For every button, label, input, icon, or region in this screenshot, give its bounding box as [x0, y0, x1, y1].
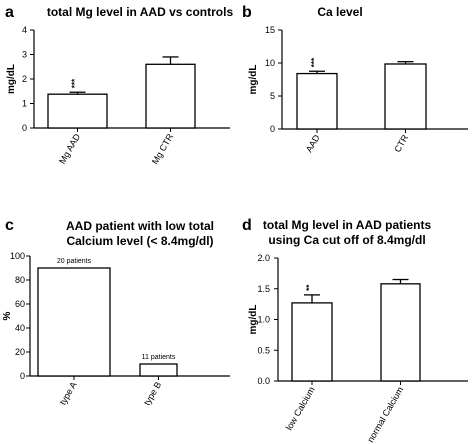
- panel-letter: d: [242, 217, 252, 234]
- panel-title: AAD patient with low total Calcium level …: [66, 219, 214, 248]
- x-tick-label: Mg CTR: [150, 132, 176, 166]
- panel-title: Ca level: [317, 5, 362, 19]
- y-tick-label: 0: [22, 123, 27, 133]
- x-tick-label: type B: [142, 380, 163, 407]
- panel-a: a total Mg level in AAD vs controls 0 1 2 3 4 m…: [5, 4, 233, 166]
- y-tick-label: 1.5: [257, 284, 270, 294]
- y-tick-label: 80: [15, 275, 25, 285]
- y-tick-label: 2: [22, 74, 27, 84]
- x-tick-label: Mg AAD: [57, 132, 82, 166]
- panel-c: c AAD patient with low total Calcium level…: [2, 217, 230, 407]
- bar: [296, 72, 338, 130]
- panel-letter: b: [242, 4, 252, 21]
- y-axis-label: %: [2, 311, 13, 320]
- y-tick-label: 20: [15, 347, 25, 357]
- significance-marker: ***: [310, 57, 319, 67]
- y-tick-label: 100: [10, 251, 25, 261]
- y-tick-label: 0.5: [257, 345, 270, 355]
- y-tick-label: 2.0: [257, 253, 270, 263]
- y-tick-label: 40: [15, 323, 25, 333]
- bar: [139, 363, 178, 377]
- significance-marker: ***: [71, 78, 80, 88]
- y-tick-label: 15: [265, 25, 275, 35]
- bar: [380, 283, 421, 382]
- panel-b: b Ca level 0 5 10 15 mg/dL *** AAD CTR: [242, 4, 468, 154]
- y-tick-label: 0: [270, 124, 275, 134]
- x-tick-label: AAD: [304, 133, 322, 154]
- significance-marker: **: [305, 284, 314, 291]
- y-tick-label: 1.0: [257, 315, 270, 325]
- y-tick-label: 10: [265, 58, 275, 68]
- y-axis-label: mg/dL: [248, 65, 259, 95]
- bar: [37, 267, 111, 377]
- y-axis-label: mg/dL: [6, 64, 17, 94]
- data-label: 11 patients: [142, 354, 176, 361]
- x-tick-label: normal Calcium: [365, 385, 405, 444]
- y-tick-label: 0.0: [257, 376, 270, 386]
- y-tick-label: 0: [20, 371, 25, 381]
- x-tick-label: type A: [58, 380, 79, 407]
- y-tick-label: 1: [22, 99, 27, 109]
- y-tick-label: 60: [15, 299, 25, 309]
- bar: [291, 302, 333, 382]
- y-tick-label: 4: [22, 25, 27, 35]
- panel-letter: a: [5, 4, 14, 21]
- panel-d: d total Mg level in AAD patients using Ca …: [242, 217, 468, 444]
- panel-title: total Mg level in AAD patients using Ca c…: [263, 218, 432, 247]
- bar: [145, 63, 196, 129]
- y-tick-label: 5: [270, 91, 275, 101]
- y-tick-label: 3: [22, 50, 27, 60]
- x-tick-label: low Calcium: [284, 385, 317, 432]
- y-axis-label: mg/dL: [248, 305, 259, 335]
- panel-letter: c: [5, 217, 14, 234]
- bar: [47, 93, 108, 129]
- panel-title: total Mg level in AAD vs controls: [47, 5, 234, 19]
- data-label: 20 patients: [57, 258, 92, 265]
- bar: [384, 63, 427, 130]
- x-tick-label: CTR: [392, 133, 410, 154]
